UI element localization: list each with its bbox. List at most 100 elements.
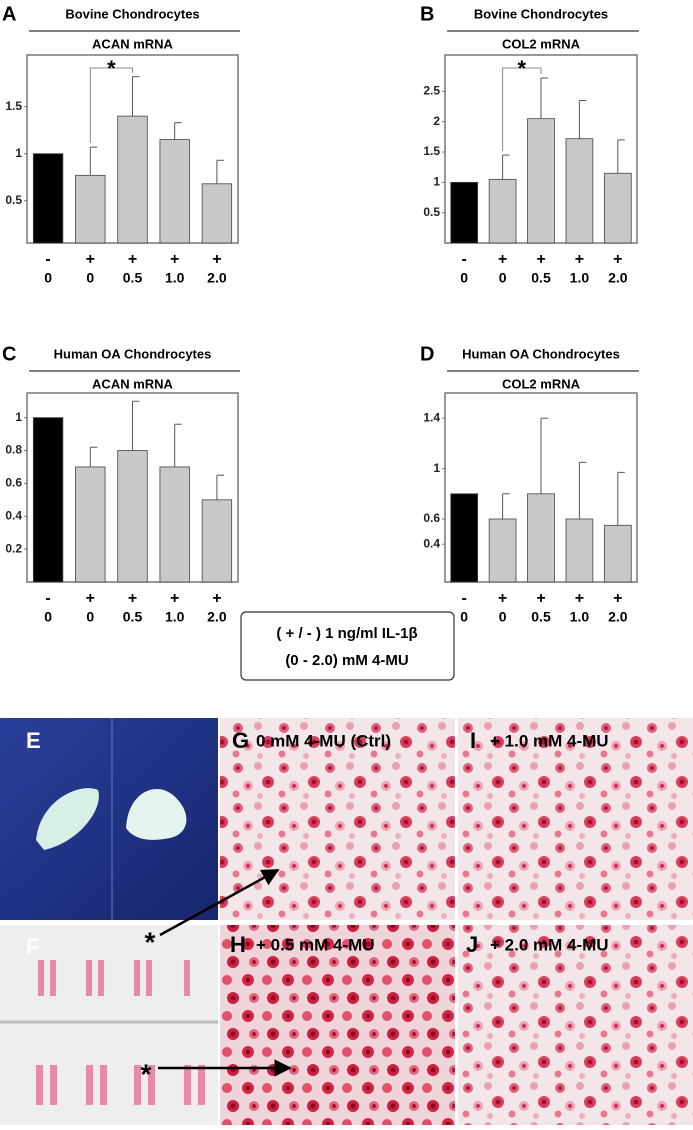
micrograph-g — [220, 718, 455, 920]
caption: 0 mM 4-MU (Ctrl) — [256, 731, 391, 750]
panel-letter: D — [420, 343, 434, 365]
treatment-label: + — [575, 590, 584, 607]
panel-label: F — [26, 934, 39, 959]
bar — [201, 499, 233, 583]
treatment-label: - — [45, 590, 50, 607]
bar — [488, 518, 517, 583]
panel-letter: A — [2, 3, 16, 25]
arrow — [159, 868, 280, 937]
treatment-label: + — [212, 251, 221, 268]
marker: * — [141, 1058, 152, 1089]
chart-title: Bovine Chondrocytes — [65, 6, 199, 21]
treatment-label: + — [170, 251, 179, 268]
treatment-label: - — [462, 590, 467, 607]
x-tick-label: 0 — [44, 609, 52, 625]
x-tick-label: 0.5 — [531, 270, 551, 286]
x-tick-label: 0.5 — [531, 609, 551, 625]
chart-subtitle: ACAN mRNA — [92, 376, 174, 391]
caption: + 2.0 mM 4-MU — [490, 935, 609, 954]
treatment-label: + — [498, 251, 507, 268]
bar — [527, 493, 555, 583]
panel-label: E — [26, 728, 41, 753]
significance-bracket — [89, 67, 133, 144]
gel-bands — [36, 960, 205, 1105]
x-tick-label: 1.0 — [165, 270, 185, 286]
panel-label: H — [230, 932, 246, 957]
bar — [201, 183, 233, 244]
bar — [603, 524, 632, 583]
treatment-label: + — [575, 251, 584, 268]
bar — [75, 174, 106, 244]
y-tick-label: 0.2 — [5, 541, 22, 555]
chart-title: Bovine Chondrocytes — [474, 6, 608, 21]
bar — [32, 153, 64, 244]
x-tick-label: 2.0 — [608, 270, 628, 286]
panel-letter: B — [420, 3, 434, 25]
y-tick-label: 0.6 — [423, 511, 440, 525]
chart-subtitle: COL2 mRNA — [502, 376, 581, 391]
legend-line: (0 - 2.0) mM 4-MU — [285, 652, 408, 669]
y-tick-label: 1.5 — [5, 99, 22, 113]
treatment-label: - — [45, 251, 50, 268]
marker: * — [145, 926, 156, 957]
treatment-label: + — [86, 590, 95, 607]
bar — [603, 172, 632, 244]
significance-label: * — [518, 56, 527, 81]
caption: + 1.0 mM 4-MU — [490, 731, 609, 750]
panel-label: G — [232, 728, 249, 753]
micrograph-i — [458, 718, 693, 920]
significance-label: * — [107, 56, 116, 81]
y-tick-label: 1 — [433, 175, 440, 189]
x-tick-label: 0 — [460, 609, 468, 625]
chart-title: Human OA Chondrocytes — [54, 346, 212, 361]
x-tick-label: 0 — [460, 270, 468, 286]
chart-subtitle: COL2 mRNA — [502, 36, 581, 51]
x-tick-label: 0.5 — [123, 609, 143, 625]
y-tick-label: 0.4 — [5, 508, 22, 522]
cartilage — [126, 789, 187, 840]
y-tick-label: 2.5 — [423, 84, 440, 98]
treatment-label: + — [536, 251, 545, 268]
bar — [117, 115, 148, 244]
chart-title: Human OA Chondrocytes — [462, 346, 620, 361]
treatment-label: + — [128, 251, 137, 268]
x-tick-label: 0 — [499, 609, 507, 625]
micrograph-h — [220, 925, 455, 1125]
bar — [565, 138, 594, 244]
treatment-label: + — [212, 590, 221, 607]
x-tick-label: 0.5 — [123, 270, 143, 286]
treatment-label: + — [536, 590, 545, 607]
y-tick-label: 0.6 — [5, 476, 22, 490]
treatment-label: + — [170, 590, 179, 607]
caption: + 0.5 mM 4-MU — [256, 935, 375, 954]
panel-label: I — [470, 728, 476, 753]
panel-label: J — [466, 932, 478, 957]
y-tick-label: 1 — [15, 410, 22, 424]
y-tick-label: 0.4 — [423, 536, 440, 550]
bar — [75, 466, 106, 583]
legend-box — [240, 611, 455, 681]
y-tick-label: 0.5 — [423, 205, 440, 219]
y-tick-label: 2 — [433, 114, 440, 128]
x-tick-label: 2.0 — [207, 270, 227, 286]
y-tick-label: 1.5 — [423, 144, 440, 158]
x-tick-label: 0 — [44, 270, 52, 286]
bar — [32, 417, 64, 583]
x-tick-label: 0 — [86, 609, 94, 625]
legend-line: ( + / - ) 1 ng/ml IL-1β — [276, 625, 417, 642]
bar — [527, 118, 555, 244]
treatment-label: + — [128, 590, 137, 607]
chart-subtitle: ACAN mRNA — [92, 36, 174, 51]
cartilage — [36, 788, 99, 850]
treatment-label: + — [613, 590, 622, 607]
bar — [488, 178, 517, 244]
bar — [450, 181, 479, 244]
y-tick-label: 1 — [15, 146, 22, 160]
bar — [117, 450, 148, 583]
x-tick-label: 1.0 — [570, 270, 590, 286]
micrograph-j — [458, 925, 693, 1125]
y-tick-label: 0.5 — [5, 193, 22, 207]
treatment-label: + — [498, 590, 507, 607]
treatment-label: + — [86, 251, 95, 268]
